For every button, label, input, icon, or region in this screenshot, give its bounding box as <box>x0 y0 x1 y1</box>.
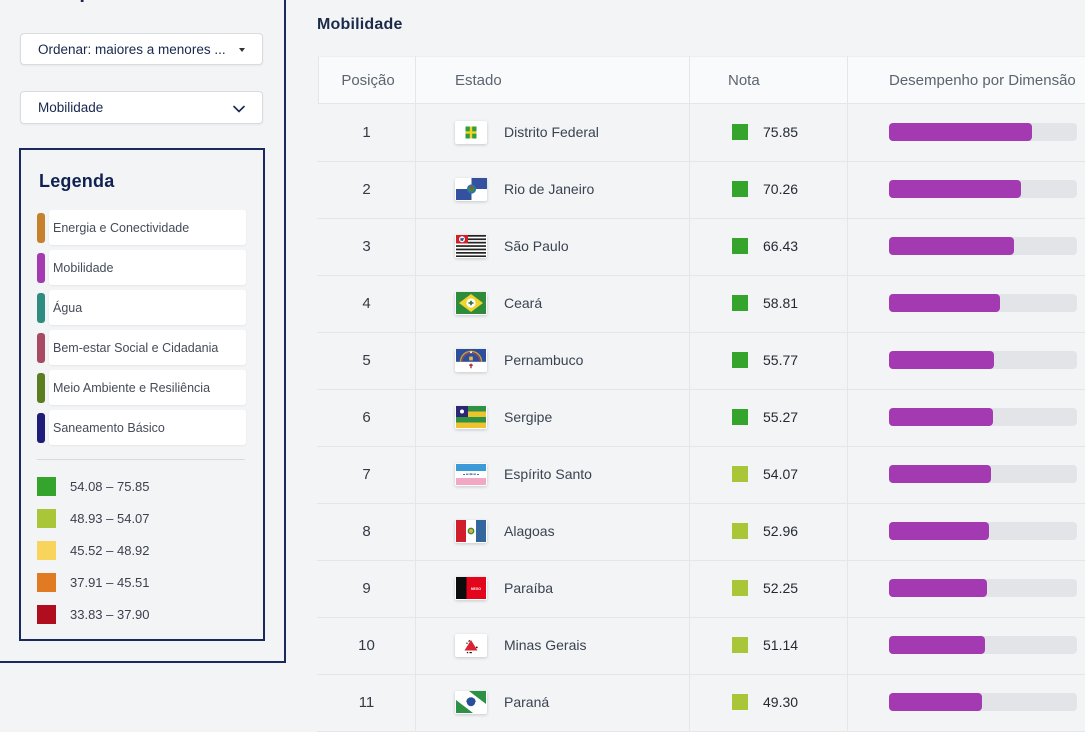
svg-text:NEGO: NEGO <box>471 587 481 591</box>
